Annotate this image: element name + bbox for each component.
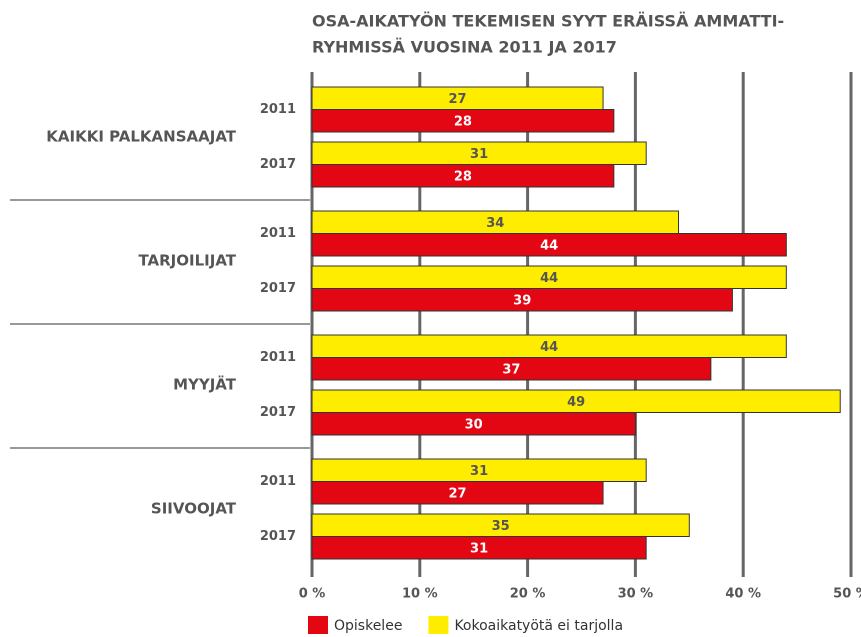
bar — [311, 513, 690, 537]
y-tick-label: 2017 — [260, 405, 296, 420]
y-tick-label: 2011 — [260, 474, 296, 489]
value-label: 27 — [448, 92, 466, 107]
value-label: 28 — [454, 169, 472, 184]
value-label: 34 — [486, 216, 504, 231]
y-tick-label: 2017 — [260, 157, 296, 172]
y-tick-label: 2017 — [260, 529, 296, 544]
y-tick-label: 2011 — [260, 226, 296, 241]
bar — [311, 265, 787, 289]
bar — [311, 210, 680, 234]
group-label: TARJOILIJAT — [138, 252, 236, 270]
x-tick-label: 0 % — [299, 587, 326, 602]
value-label: 39 — [513, 293, 531, 308]
value-label: 49 — [567, 395, 585, 410]
bar — [311, 86, 604, 110]
chart-title: RYHMISSÄ VUOSINA 2011 JA 2017 — [312, 38, 617, 57]
group-label: SIIVOOJAT — [151, 500, 237, 518]
group-label: MYYJÄT — [173, 375, 237, 394]
value-label: 44 — [540, 340, 558, 355]
value-label: 44 — [540, 238, 558, 253]
value-label: 44 — [540, 271, 558, 286]
y-tick-label: 2011 — [260, 102, 296, 117]
value-label: 37 — [502, 362, 520, 377]
y-tick-label: 2011 — [260, 350, 296, 365]
value-label: 31 — [470, 541, 488, 556]
value-label: 35 — [492, 519, 510, 534]
x-tick-label: 20 % — [510, 587, 546, 602]
legend-label: Kokoaikatyötä ei tarjolla — [454, 618, 623, 634]
y-tick-label: 2017 — [260, 281, 296, 296]
value-label: 27 — [448, 486, 466, 501]
x-tick-label: 30 % — [618, 587, 654, 602]
value-label: 28 — [454, 114, 472, 129]
x-tick-label: 40 % — [725, 587, 761, 602]
bar — [311, 141, 647, 165]
x-tick-label: 10 % — [402, 587, 438, 602]
value-label: 31 — [470, 464, 488, 479]
bar — [311, 389, 841, 413]
legend-swatch — [428, 616, 449, 634]
legend-label: Opiskelee — [334, 618, 402, 634]
bar — [311, 458, 647, 482]
x-tick-label: 50 % — [833, 587, 861, 602]
chart-title: OSA-AIKATYÖN TEKEMISEN SYYT ERÄISSÄ AMMA… — [312, 12, 784, 31]
bar — [311, 334, 787, 358]
group-label: KAIKKI PALKANSAAJAT — [46, 128, 236, 146]
value-label: 30 — [465, 417, 483, 432]
legend-swatch — [308, 616, 328, 634]
value-label: 31 — [470, 147, 488, 162]
